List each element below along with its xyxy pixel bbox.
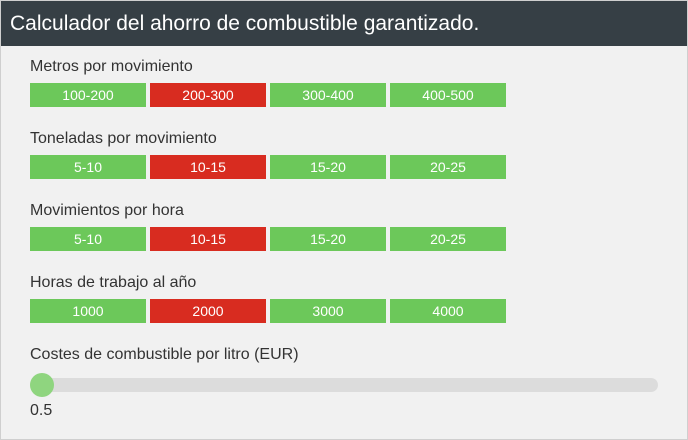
horas-option-1000[interactable]: 1000 [30, 299, 146, 323]
toneladas-label: Toneladas por movimiento [30, 130, 217, 147]
movimientos-option-15-20[interactable]: 15-20 [270, 227, 386, 251]
costes-section: Costes de combustible por litro (EUR) [30, 345, 299, 365]
metros-option-200-300[interactable]: 200-300 [150, 83, 266, 107]
fuel-cost-slider-thumb[interactable] [30, 373, 54, 397]
metros-option-100-200[interactable]: 100-200 [30, 83, 146, 107]
page-title: Calculador del ahorro de combustible gar… [1, 1, 687, 46]
movimientos-section: Movimientos por hora 5-10 10-15 15-20 20… [30, 201, 506, 251]
toneladas-option-5-10[interactable]: 5-10 [30, 155, 146, 179]
toneladas-option-15-20[interactable]: 15-20 [270, 155, 386, 179]
horas-options: 1000 2000 3000 4000 [30, 299, 510, 323]
fuel-cost-slider-track[interactable] [30, 378, 658, 392]
toneladas-section: Toneladas por movimiento 5-10 10-15 15-2… [30, 129, 506, 179]
metros-options: 100-200 200-300 300-400 400-500 [30, 83, 510, 107]
horas-section: Horas de trabajo al año 1000 2000 3000 4… [30, 273, 506, 323]
metros-label: Metros por movimiento [30, 58, 193, 75]
fuel-cost-value: 0.5 [30, 402, 53, 419]
movimientos-option-10-15[interactable]: 10-15 [150, 227, 266, 251]
movimientos-option-20-25[interactable]: 20-25 [390, 227, 506, 251]
horas-label: Horas de trabajo al año [30, 274, 197, 291]
horas-option-3000[interactable]: 3000 [270, 299, 386, 323]
toneladas-option-20-25[interactable]: 20-25 [390, 155, 506, 179]
toneladas-option-10-15[interactable]: 10-15 [150, 155, 266, 179]
costes-label: Costes de combustible por litro (EUR) [30, 346, 299, 363]
metros-section: Metros por movimiento 100-200 200-300 30… [30, 57, 506, 107]
toneladas-options: 5-10 10-15 15-20 20-25 [30, 155, 510, 179]
horas-option-2000[interactable]: 2000 [150, 299, 266, 323]
movimientos-options: 5-10 10-15 15-20 20-25 [30, 227, 510, 251]
metros-option-300-400[interactable]: 300-400 [270, 83, 386, 107]
horas-option-4000[interactable]: 4000 [390, 299, 506, 323]
movimientos-label: Movimientos por hora [30, 202, 184, 219]
metros-option-400-500[interactable]: 400-500 [390, 83, 506, 107]
movimientos-option-5-10[interactable]: 5-10 [30, 227, 146, 251]
